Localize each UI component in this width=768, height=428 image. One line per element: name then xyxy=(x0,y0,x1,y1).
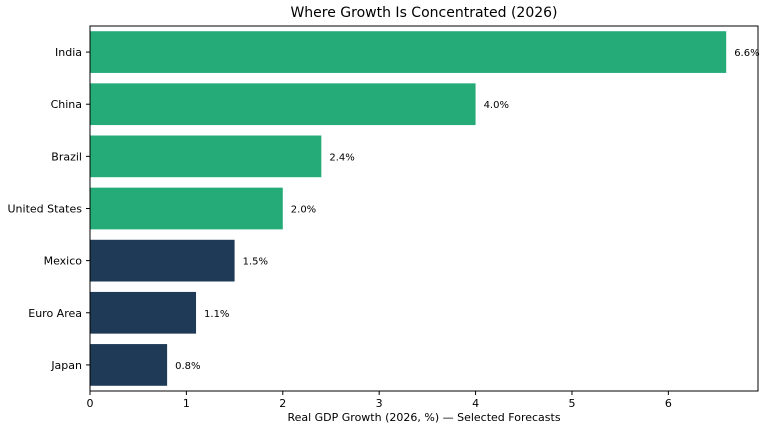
x-tick-label: 3 xyxy=(376,397,383,410)
bar-euro-area xyxy=(90,291,197,334)
x-tick-label: 4 xyxy=(472,397,479,410)
bar-united-states xyxy=(90,187,283,230)
y-tick-label: Euro Area xyxy=(28,307,82,320)
x-tick-label: 2 xyxy=(279,397,286,410)
bar-value-label: 2.0% xyxy=(291,205,316,216)
x-tick-label: 0 xyxy=(87,397,94,410)
plot-frame xyxy=(89,25,759,392)
y-tick-label: China xyxy=(51,98,82,111)
bars-layer: 6.6% 4.0% 2.4% 2.0% 1.5% 1.1% 0.8% xyxy=(90,31,760,386)
y-tick-label: Mexico xyxy=(44,255,83,268)
y-tick-label: Brazil xyxy=(51,150,82,163)
bar-china xyxy=(90,83,476,126)
x-axis-label: Real GDP Growth (2026, %) — Selected For… xyxy=(287,411,560,424)
y-tick-label: India xyxy=(55,46,82,59)
bar-value-label: 1.1% xyxy=(204,309,229,320)
bar-value-label: 4.0% xyxy=(484,100,509,111)
y-tick-label: Japan xyxy=(50,359,82,372)
x-tick-label: 1 xyxy=(183,397,190,410)
bar-value-label: 6.6% xyxy=(734,48,759,59)
bar-mexico xyxy=(90,239,235,282)
y-tick-label: United States xyxy=(8,203,83,216)
bar-brazil xyxy=(90,135,322,178)
axes-layer: India China Brazil United States Mexico Euro … xyxy=(8,25,759,410)
bar-value-label: 1.5% xyxy=(243,257,268,268)
bar-japan xyxy=(90,344,168,386)
x-tick-label: 5 xyxy=(568,397,575,410)
bar-india xyxy=(90,31,727,73)
bar-value-label: 0.8% xyxy=(175,361,200,372)
chart-title: Where Growth Is Concentrated (2026) xyxy=(290,5,557,21)
bar-value-label: 2.4% xyxy=(329,152,354,163)
x-tick-label: 6 xyxy=(665,397,672,410)
